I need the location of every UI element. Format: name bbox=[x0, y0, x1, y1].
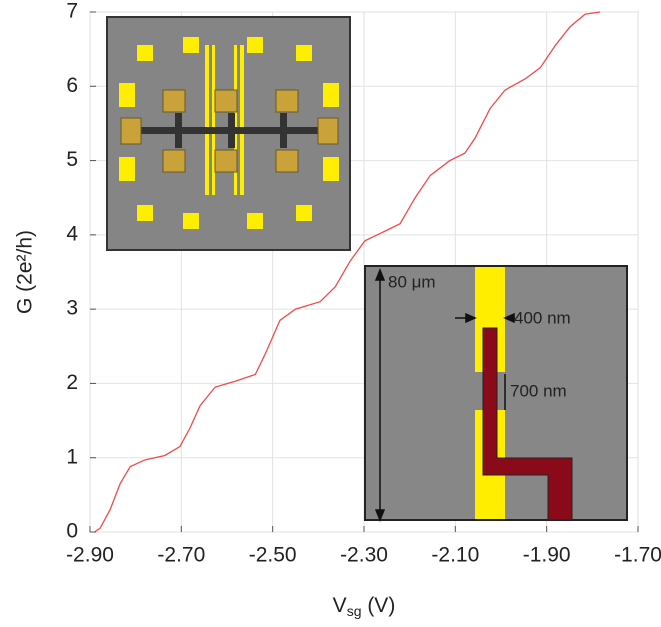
x-label-sub: sg bbox=[347, 603, 362, 619]
curve-layer bbox=[94, 11, 601, 533]
y-tick-label: 1 bbox=[66, 445, 78, 468]
x-tick-label: -2.70 bbox=[157, 544, 205, 567]
x-label-main: V bbox=[333, 594, 347, 617]
y-tick-label: 0 bbox=[66, 520, 78, 543]
x-tick-label: -2.50 bbox=[249, 544, 297, 567]
y-tick-label: 4 bbox=[66, 222, 78, 245]
x-tick-label: -1.70 bbox=[614, 544, 661, 567]
y-tick-label: 6 bbox=[66, 74, 78, 97]
inset-constriction: 80 μm 400 nm 700 nm bbox=[364, 265, 628, 523]
x-label-unit: (V) bbox=[361, 594, 395, 617]
x-tick-label: -2.30 bbox=[340, 544, 388, 567]
annotation: 400 nm bbox=[514, 308, 571, 327]
y-tick-label: 3 bbox=[66, 297, 78, 320]
x-tick-label: -1.90 bbox=[523, 544, 571, 567]
y-axis-label: G (2e²/h) bbox=[14, 230, 37, 314]
x-tick-label: -2.10 bbox=[431, 544, 479, 567]
y-tick-label: 7 bbox=[66, 0, 78, 23]
x-axis-label: Vsg (V) bbox=[333, 594, 396, 619]
annotation: 700 nm bbox=[510, 381, 567, 400]
conductance-line bbox=[94, 11, 601, 533]
annotation: 80 μm bbox=[388, 272, 436, 291]
y-tick-label: 5 bbox=[66, 148, 78, 171]
y-tick-label: 2 bbox=[66, 371, 78, 394]
x-tick-label: -2.90 bbox=[66, 544, 114, 567]
inset-device bbox=[106, 16, 351, 251]
